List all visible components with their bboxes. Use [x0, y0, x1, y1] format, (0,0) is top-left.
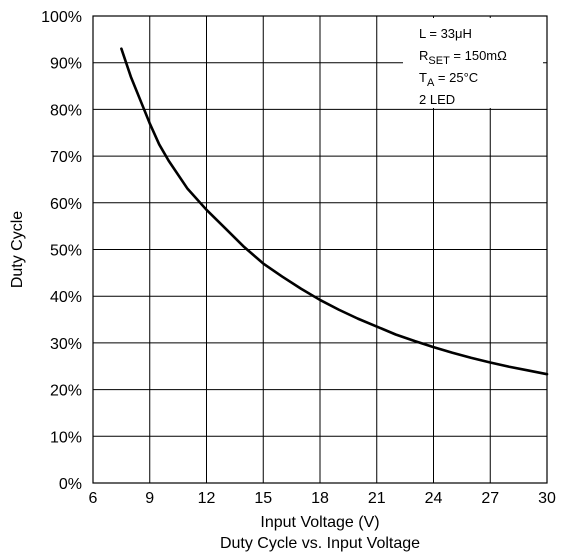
- x-tick-label: 6: [89, 490, 98, 507]
- y-tick-label: 20%: [50, 383, 82, 400]
- y-tick-label: 30%: [50, 336, 82, 353]
- x-tick-label: 24: [425, 490, 443, 507]
- x-tick-label: 18: [311, 490, 329, 507]
- plot-frame: [92, 15, 548, 484]
- x-tick-label: 27: [481, 490, 499, 507]
- x-tick-label: 30: [538, 490, 556, 507]
- y-tick-label: 80%: [50, 102, 82, 119]
- conditions-box: L = 33μH RSET = 150mΩ TA = 25°C 2 LED: [403, 18, 543, 108]
- series-layer: [120, 47, 549, 376]
- y-tick-label: 100%: [41, 9, 82, 26]
- y-tick-label: 50%: [50, 243, 82, 260]
- x-axis-title: Input Voltage (V): [260, 514, 379, 531]
- y-tick-label: 60%: [50, 196, 82, 213]
- y-tick-label: 40%: [50, 289, 82, 306]
- x-tick-label: 9: [145, 490, 154, 507]
- chart-title: Duty Cycle vs. Input Voltage: [220, 535, 420, 552]
- grid: [92, 15, 548, 484]
- y-axis-title: Duty Cycle: [9, 211, 26, 288]
- y-tick-label: 10%: [50, 429, 82, 446]
- condition-line: TA = 25°C: [419, 70, 478, 89]
- conditions-background: [403, 18, 543, 108]
- y-tick-label: 0%: [59, 476, 82, 493]
- x-tick-label: 12: [198, 490, 216, 507]
- y-tick-label: 90%: [50, 56, 82, 73]
- y-tick-label: 70%: [50, 149, 82, 166]
- series-line-0: [120, 47, 549, 376]
- tick-labels: 6 9 12 15 18 21 24 27 30 0% 10% 20% 30% 40% 50% 60% 70% 8…: [41, 9, 556, 507]
- condition-line: RSET = 150mΩ: [419, 48, 507, 67]
- x-tick-label: 21: [368, 490, 386, 507]
- condition-line: 2 LED: [419, 92, 455, 107]
- x-tick-label: 15: [254, 490, 272, 507]
- condition-line: L = 33μH: [419, 26, 472, 41]
